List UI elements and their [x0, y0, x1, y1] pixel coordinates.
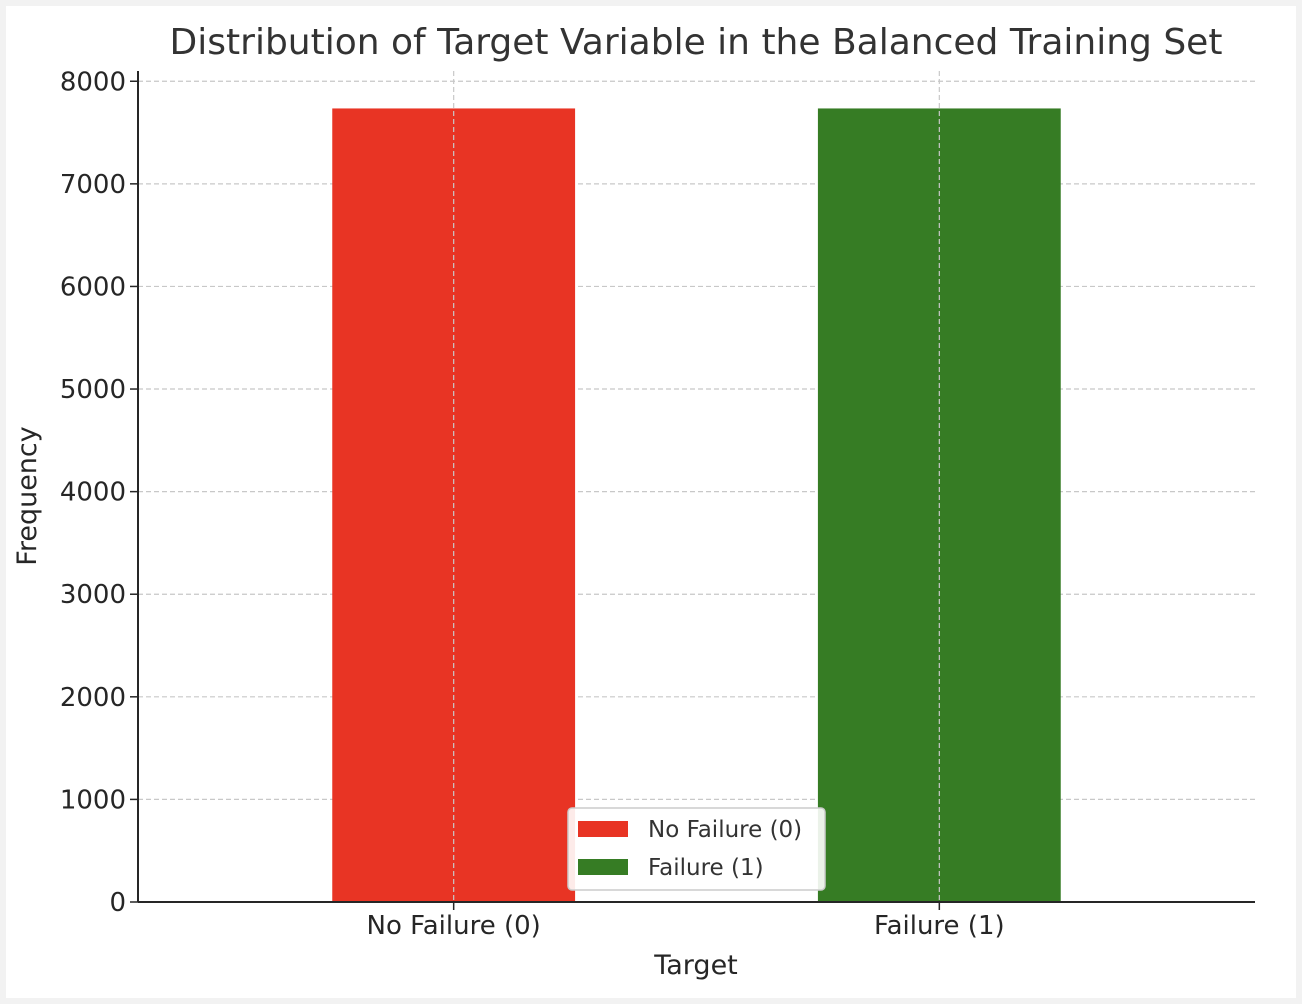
- y-tick-label: 6000: [60, 272, 126, 302]
- bar-chart: Distribution of Target Variable in the B…: [12, 22, 1255, 981]
- y-tick-label: 0: [109, 888, 126, 918]
- legend-label: No Failure (0): [648, 817, 802, 843]
- y-tick-label: 5000: [60, 375, 126, 405]
- y-tick-label: 4000: [60, 478, 126, 508]
- y-tick-label: 8000: [60, 67, 126, 97]
- vertical-grid-lines: [453, 71, 940, 902]
- x-tick-labels: No Failure (0) Failure (1): [367, 911, 1005, 941]
- x-tick-label: Failure (1): [874, 911, 1005, 941]
- y-tick-label: 2000: [60, 683, 126, 713]
- legend-swatch: [578, 821, 628, 837]
- chart-title: Distribution of Target Variable in the B…: [170, 22, 1223, 63]
- legend: No Failure (0) Failure (1): [567, 807, 826, 891]
- y-tick-label: 1000: [60, 785, 126, 815]
- chart-figure: Distribution of Target Variable in the B…: [6, 6, 1296, 998]
- y-tick-labels: 0 1000 2000 3000 4000 5000 6000 7000 8000: [60, 67, 126, 918]
- bars: [332, 108, 1061, 903]
- legend-label: Failure (1): [648, 855, 764, 881]
- y-axis-title: Frequency: [12, 426, 43, 566]
- grid-lines: [138, 80, 1255, 801]
- legend-box: [567, 807, 826, 891]
- legend-swatch: [578, 859, 628, 875]
- x-axis-title: Target: [653, 950, 738, 981]
- y-tick-label: 3000: [60, 580, 126, 610]
- axes: [130, 71, 1255, 910]
- y-tick-label: 7000: [60, 170, 126, 200]
- x-tick-label: No Failure (0): [367, 911, 541, 941]
